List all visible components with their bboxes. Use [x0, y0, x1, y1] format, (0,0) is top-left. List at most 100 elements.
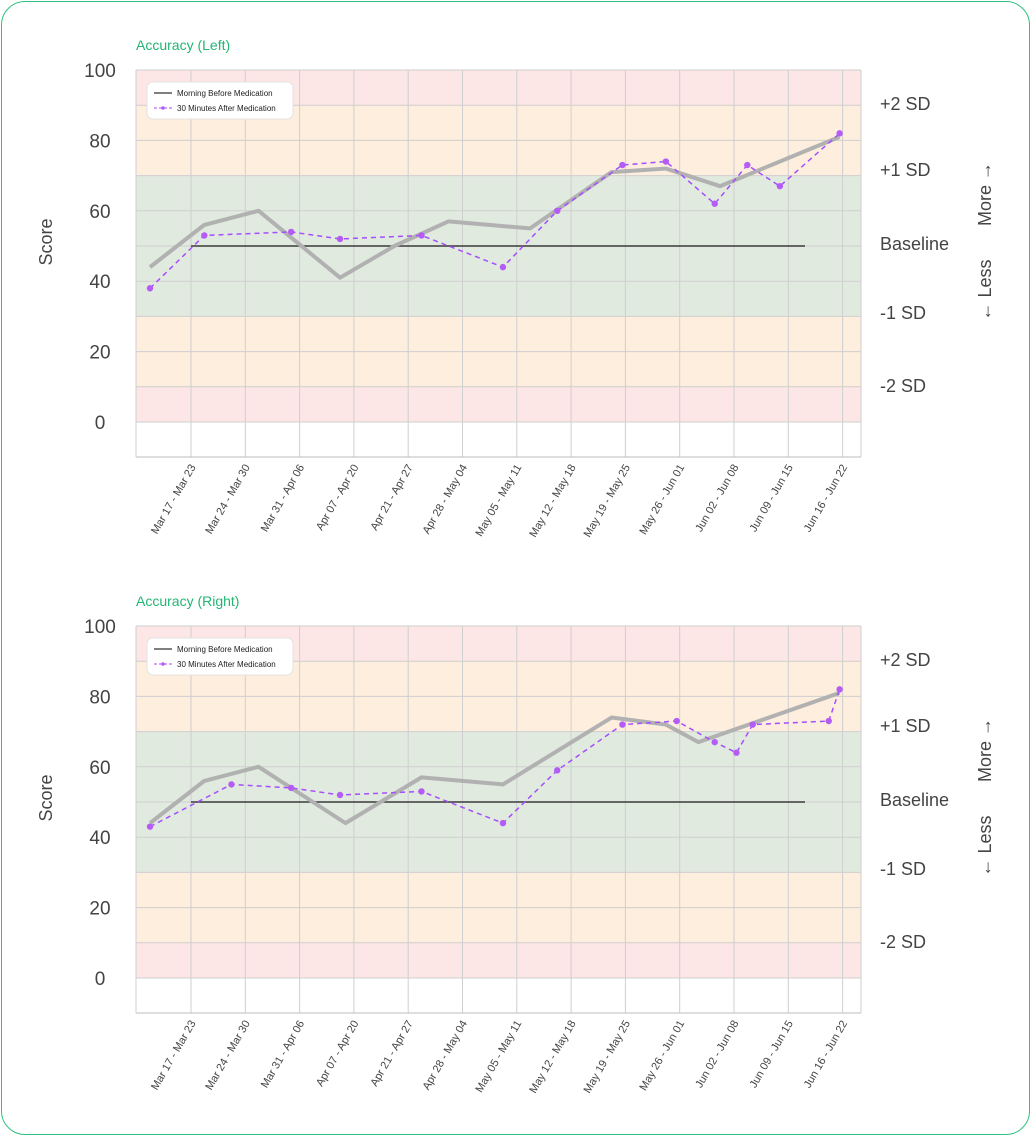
series-after-point — [287, 784, 295, 792]
band-label: -2 SD — [880, 932, 926, 952]
chart-title: Accuracy (Left) — [136, 37, 230, 53]
series-after-point — [825, 717, 832, 725]
x-tick-label: Jun 09 - Jun 15 — [748, 1019, 796, 1091]
x-tick-label: May 26 - Jun 01 — [637, 1019, 687, 1093]
x-tick-label: Apr 21 - Apr 27 — [368, 1019, 415, 1089]
series-after-point — [418, 788, 425, 795]
y-tick-label: 100 — [84, 617, 116, 638]
x-tick-label: May 12 - May 18 — [527, 463, 578, 540]
series-after-point — [228, 781, 235, 788]
x-tick-label: Apr 28 - May 04 — [421, 463, 471, 537]
x-tick-label: Mar 31 - Apr 06 — [259, 1019, 307, 1091]
series-after-point — [733, 749, 740, 756]
x-tick-label: Mar 24 - Mar 30 — [203, 463, 253, 537]
series-after-point — [619, 721, 626, 728]
chart-title: Accuracy (Right) — [136, 593, 239, 609]
x-tick-label: Mar 17 - Mar 23 — [149, 463, 199, 537]
series-after-point — [336, 791, 344, 799]
band-label: -2 SD — [880, 376, 926, 396]
direction-more-label: More → — [975, 718, 995, 782]
legend-label-after: 30 Minutes After Medication — [177, 104, 276, 113]
x-tick-label: Jun 16 - Jun 22 — [802, 463, 850, 535]
x-tick-label: Jun 09 - Jun 15 — [748, 463, 796, 535]
legend-label-after: 30 Minutes After Medication — [177, 660, 276, 669]
y-tick-label: 60 — [89, 758, 110, 779]
legend: Morning Before Medication 30 Minutes Afte… — [146, 81, 294, 120]
y-tick-label: 0 — [95, 413, 106, 434]
band-label: +2 SD — [880, 94, 931, 114]
series-after-point — [418, 232, 425, 239]
x-tick-label: May 05 - May 11 — [473, 1019, 524, 1095]
band-minus2sd — [136, 942, 861, 978]
x-tick-label: May 12 - May 18 — [527, 1019, 578, 1096]
x-tick-label: May 19 - May 25 — [582, 1019, 633, 1096]
plot-floor — [136, 978, 861, 1013]
series-after-point — [749, 721, 756, 728]
series-after-point — [287, 228, 295, 236]
band-label: Baseline — [880, 234, 949, 254]
series-after-point — [499, 263, 507, 271]
legend-marker-after — [161, 662, 165, 666]
series-after-point — [711, 738, 718, 746]
band-label: Baseline — [880, 790, 949, 810]
series-after-point — [744, 161, 751, 169]
legend: Morning Before Medication 30 Minutes Afte… — [146, 637, 294, 676]
x-tick-label: May 05 - May 11 — [473, 463, 524, 539]
legend-label-morning: Morning Before Medication — [177, 645, 273, 654]
legend-box — [146, 81, 294, 120]
x-tick-label: Mar 24 - Mar 30 — [203, 1019, 253, 1093]
x-tick-label: May 26 - Jun 01 — [637, 463, 687, 537]
series-after-point — [554, 207, 561, 214]
band-minus2sd — [136, 386, 861, 422]
series-after-point — [146, 823, 154, 830]
band-label: +2 SD — [880, 650, 931, 670]
x-tick-label: Jun 02 - Jun 08 — [693, 463, 741, 535]
series-after-point — [711, 200, 718, 207]
x-tick-label: Apr 07 - Apr 20 — [314, 1019, 361, 1089]
legend-marker-after — [161, 106, 165, 110]
y-tick-label: 100 — [84, 61, 116, 82]
x-tick-label: Jun 02 - Jun 08 — [693, 1019, 741, 1091]
band-label: -1 SD — [880, 859, 926, 879]
y-tick-label: 20 — [89, 899, 110, 920]
series-after-point — [662, 158, 670, 165]
series-after-point — [146, 285, 154, 292]
series-after-point — [836, 130, 843, 137]
plot-floor — [136, 422, 861, 457]
series-morning-line — [148, 690, 841, 826]
y-tick-label: 40 — [89, 272, 110, 293]
direction-less-label: ← Less — [975, 815, 995, 876]
y-tick-label: 80 — [89, 687, 110, 708]
y-axis-label: Score — [36, 218, 56, 265]
band-label: +1 SD — [880, 160, 931, 180]
x-tick-label: Jun 16 - Jun 22 — [802, 1019, 850, 1091]
y-tick-label: 40 — [89, 828, 110, 849]
series-after-point — [554, 767, 561, 774]
x-tick-label: May 19 - May 25 — [582, 463, 633, 540]
series-after-point — [776, 182, 784, 190]
x-tick-label: Apr 07 - Apr 20 — [314, 463, 361, 533]
legend-label-morning: Morning Before Medication — [177, 89, 273, 98]
band-label: +1 SD — [880, 716, 931, 736]
y-tick-label: 80 — [89, 131, 110, 152]
y-tick-label: 60 — [89, 202, 110, 223]
y-axis-label: Score — [36, 774, 56, 821]
series-after-point — [499, 819, 507, 827]
series-after-point — [336, 235, 344, 243]
direction-less-label: ← Less — [975, 259, 995, 320]
accuracy-right-chart: Accuracy (Right) 0 20 40 60 80 100 Score Mar 17 … — [36, 593, 995, 1096]
x-tick-label: Apr 21 - Apr 27 — [368, 463, 415, 533]
accuracy-left-chart: Accuracy (Left) 0 20 40 60 80 100 Score Mar 17 -… — [36, 37, 995, 540]
legend-box — [146, 637, 294, 676]
x-tick-label: Mar 31 - Apr 06 — [259, 463, 307, 535]
y-tick-label: 20 — [89, 343, 110, 364]
direction-more-label: More → — [975, 162, 995, 226]
x-tick-label: Apr 28 - May 04 — [421, 1019, 471, 1093]
series-after-point — [619, 161, 626, 169]
band-label: -1 SD — [880, 303, 926, 323]
series-after-point — [836, 686, 843, 693]
series-after-point — [201, 232, 208, 239]
y-tick-label: 0 — [95, 969, 106, 990]
series-after-point — [673, 717, 680, 725]
x-tick-label: Mar 17 - Mar 23 — [149, 1019, 199, 1093]
